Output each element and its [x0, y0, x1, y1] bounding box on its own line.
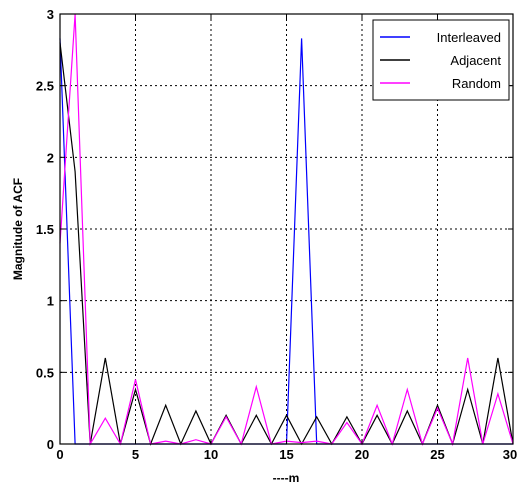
legend-label: Adjacent: [450, 53, 501, 68]
axis-ticks: 0 5 10 15 20 25 30 0 0.5 1 1.5 2 2.5 3: [36, 7, 517, 462]
x-tick-label: 5: [132, 447, 139, 462]
y-tick-label: 2: [47, 150, 54, 165]
y-axis-label: Magnitude of ACF: [11, 178, 25, 280]
x-tick-label: 25: [430, 447, 444, 462]
legend-label: Interleaved: [437, 30, 501, 45]
x-tick-label: 10: [204, 447, 218, 462]
legend-label: Random: [452, 76, 501, 91]
grid-lines: [60, 14, 513, 444]
x-axis-label: ----m: [273, 471, 300, 485]
x-tick-label: 30: [503, 447, 517, 462]
legend: Interleaved Adjacent Random: [372, 19, 510, 101]
x-tick-label: 20: [355, 447, 369, 462]
x-tick-label: 0: [56, 447, 63, 462]
y-tick-label: 1.5: [36, 222, 54, 237]
y-tick-label: 2.5: [36, 79, 54, 94]
y-tick-label: 0: [47, 437, 54, 452]
x-tick-label: 15: [279, 447, 293, 462]
y-tick-label: 0.5: [36, 365, 54, 380]
y-tick-label: 3: [47, 7, 54, 22]
series-line-adjacent: [59, 42, 514, 446]
y-tick-label: 1: [47, 294, 54, 309]
